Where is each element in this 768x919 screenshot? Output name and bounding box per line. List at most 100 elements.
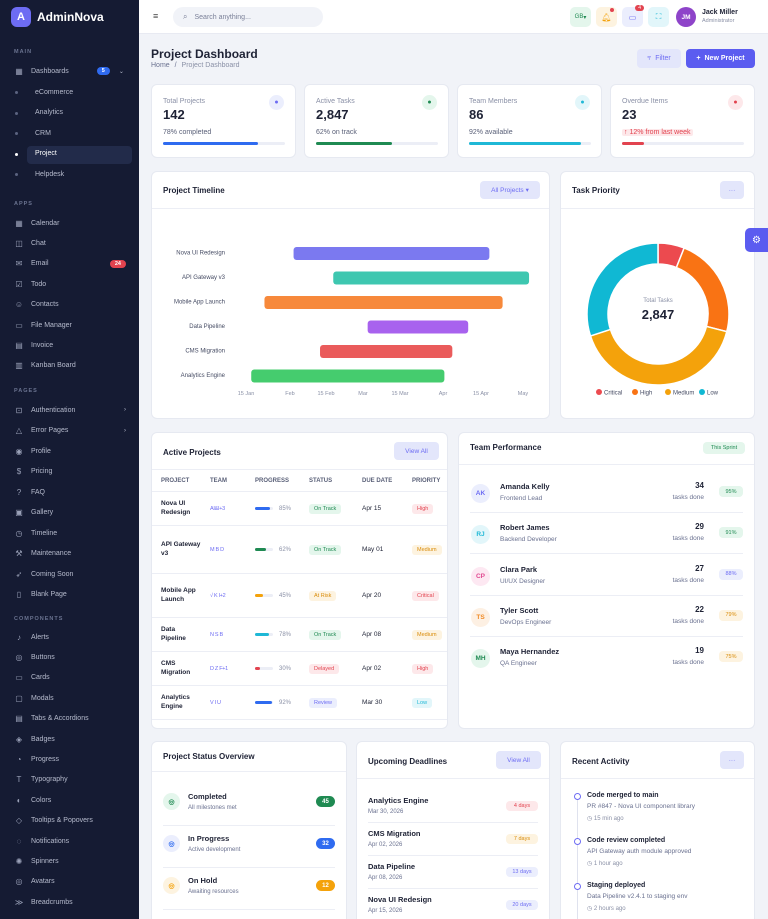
activity-item[interactable]: Staging deployed Data Pipeline v2.4.1 to… — [561, 881, 754, 919]
table-row[interactable]: Nova UI Redesign AI&I+3 85% On Track Apr… — [152, 491, 447, 526]
menu-toggle-icon[interactable]: ≡ — [153, 11, 159, 21]
sidebar-item-maintenance[interactable]: ⚒ Maintenance — [14, 547, 126, 561]
sidebar-item-kanban-board[interactable]: ▥ Kanban Board — [14, 359, 126, 373]
sidebar-subitem-helpdesk[interactable]: Helpdesk — [35, 167, 64, 181]
sidebar-item-pricing[interactable]: $ Pricing — [14, 465, 126, 479]
table-row[interactable]: Data Pipeline N S B 78% On Track Apr 08 … — [152, 617, 447, 652]
status-row[interactable]: ◎ Completed All milestones met 45 — [152, 784, 346, 826]
sidebar-item-gallery[interactable]: ▣ Gallery — [14, 506, 126, 520]
deadline-row[interactable]: Nova UI Redesign Apr 15, 2026 20 days — [357, 889, 549, 919]
team-member-row[interactable]: AK Amanda Kelly Frontend Lead 34 tasks d… — [459, 472, 754, 513]
user-name[interactable]: Jack Miller — [702, 9, 738, 16]
sidebar-item-badges[interactable]: ◈ Badges — [14, 732, 126, 746]
sidebar-item-error-pages[interactable]: △ Error Pages › — [14, 424, 126, 438]
project-name[interactable]: Nova UI Redesign — [152, 491, 201, 526]
sidebar-item-timeline[interactable]: ◷ Timeline — [14, 526, 126, 540]
sidebar-item-coming-soon[interactable]: ➶ Coming Soon — [14, 567, 126, 581]
messages-button[interactable]: ▭ 4 — [622, 5, 644, 27]
sidebar-item-calendar[interactable]: ▦ Calendar — [14, 216, 126, 230]
sidebar-item-file-manager[interactable]: ▭ File Manager — [14, 318, 126, 332]
search-input[interactable]: ⌕ Search anything... — [173, 7, 323, 27]
gantt-bar[interactable] — [251, 369, 445, 383]
donut-slice-medium[interactable] — [589, 325, 728, 386]
sidebar-subitem-analytics[interactable]: Analytics — [35, 106, 63, 120]
sidebar-subitem-crm[interactable]: CRM — [35, 126, 51, 140]
sidebar-item-avatars[interactable]: ◎ Avatars — [14, 875, 126, 889]
gantt-bar[interactable] — [367, 320, 469, 334]
sidebar-item-chat[interactable]: ◫ Chat — [14, 236, 126, 250]
sidebar-item-blank-page[interactable]: ▯ Blank Page — [14, 588, 126, 602]
sidebar-item-contacts[interactable]: ☺ Contacts — [14, 298, 126, 312]
search-icon: ⌕ — [183, 12, 188, 21]
more-options-button[interactable]: ··· — [720, 751, 744, 769]
sidebar-item-modals[interactable]: ▢ Modals — [14, 691, 126, 705]
sidebar-item-profile[interactable]: ◉ Profile — [14, 444, 126, 458]
team-member-row[interactable]: CP Clara Park UI/UX Designer 27 tasks do… — [459, 555, 754, 596]
project-name[interactable]: Analytics Engine — [152, 685, 201, 720]
gantt-bar[interactable] — [293, 247, 490, 260]
fullscreen-button[interactable]: ⛶ — [648, 7, 669, 27]
sidebar-item-email[interactable]: ✉ Email 24 — [14, 257, 126, 271]
deadline-row[interactable]: CMS Migration Apr 02, 2026 7 days — [357, 823, 549, 856]
deadline-row[interactable]: Analytics Engine Mar 30, 2026 4 days — [357, 790, 549, 823]
member-name: Robert James — [500, 523, 550, 533]
sidebar-item-invoice[interactable]: ▤ Invoice — [14, 338, 126, 352]
dashboards-count-badge: 5 — [96, 67, 110, 75]
filter-button[interactable]: ⫧ Filter — [637, 49, 681, 68]
sidebar-item-notifications[interactable]: ◌ Notifications — [14, 834, 126, 848]
view-all-projects-button[interactable]: View All — [394, 442, 439, 460]
activity-item[interactable]: Code merged to main PR #847 - Nova UI co… — [561, 791, 754, 836]
settings-gear-icon[interactable]: ⚙︎ — [745, 228, 768, 252]
active-projects-card: Active Projects View All PROJECT TEAM PROG… — [151, 432, 448, 729]
gantt-bar[interactable] — [320, 345, 453, 358]
table-row[interactable]: Mobile App Launch √ K I+2 45% At Risk Ap… — [152, 573, 447, 618]
sidebar-item-progress[interactable]: ◔ Progress — [14, 752, 126, 766]
donut-slice-high[interactable] — [675, 247, 730, 333]
table-row[interactable]: Analytics Engine V I U 92% Review Mar 30… — [152, 685, 447, 720]
sidebar-item-dashboards[interactable]: ▦ Dashboards 5 ⌄ — [14, 64, 124, 78]
page-icon: ▯ — [16, 590, 22, 599]
sidebar-item-buttons[interactable]: ◎ Buttons — [14, 650, 126, 664]
deadline-row[interactable]: Data Pipeline Apr 08, 2026 13 days — [357, 856, 549, 889]
project-name[interactable]: Data Pipeline — [152, 617, 201, 652]
sidebar-item-authentication[interactable]: ⊡ Authentication › — [14, 403, 126, 417]
more-options-button[interactable]: ··· — [720, 181, 744, 199]
project-name[interactable]: CMS Migration — [152, 651, 201, 686]
user-avatar[interactable]: JM — [676, 7, 696, 27]
brand[interactable]: A AdminNova — [0, 0, 139, 34]
status-row[interactable]: ◎ On Hold Awaiting resources 12 — [152, 868, 346, 910]
projects-filter-dropdown[interactable]: All Projects ▾ — [480, 181, 540, 199]
sidebar-item-tabs-accordions[interactable]: ▤ Tabs & Accordions — [14, 712, 126, 726]
donut-slice-low[interactable] — [586, 242, 659, 337]
sidebar-item-cards[interactable]: ▭ Cards — [14, 671, 126, 685]
status-row[interactable]: ◎ In Progress Active development 32 — [152, 826, 346, 868]
team-member-row[interactable]: RJ Robert James Backend Developer 29 tas… — [459, 513, 754, 555]
stat-progress-bar — [469, 142, 591, 145]
sidebar-item-breadcrumbs[interactable]: ≫ Breadcrumbs — [14, 895, 126, 909]
sidebar-subitem-project[interactable]: Project — [35, 147, 57, 161]
project-name[interactable]: API Gateway v3 — [152, 525, 201, 574]
table-row[interactable]: API Gateway v3 M B D 62% On Track May 01… — [152, 525, 447, 574]
notifications-button[interactable]: 🔔︎ — [596, 7, 617, 27]
view-all-deadlines-button[interactable]: View All — [496, 751, 541, 769]
table-row[interactable]: CMS Migration D Z F+1 30% Delayed Apr 02… — [152, 651, 447, 686]
team-member-row[interactable]: TS Tyler Scott DevOps Engineer 22 tasks … — [459, 596, 754, 637]
sidebar-item-typography[interactable]: T Typography — [14, 773, 126, 787]
stat-progress-bar — [622, 142, 744, 145]
team-member-row[interactable]: MH Maya Hernandez QA Engineer 19 tasks d… — [459, 637, 754, 678]
gantt-bar[interactable] — [264, 296, 503, 309]
sidebar-subitem-ecommerce[interactable]: eCommerce — [35, 85, 73, 99]
sidebar-item-alerts[interactable]: ♪ Alerts — [14, 630, 126, 644]
new-project-button[interactable]: + New Project — [686, 49, 755, 68]
sidebar-item-tooltips-popovers[interactable]: ◇ Tooltips & Popovers — [14, 814, 126, 828]
deadline-project: Nova UI Redesign — [368, 895, 432, 904]
sidebar-item-todo[interactable]: ☑ Todo — [14, 277, 126, 291]
sidebar-item-spinners[interactable]: ✺ Spinners — [14, 854, 126, 868]
gantt-bar[interactable] — [333, 271, 530, 285]
project-name[interactable]: Mobile App Launch — [152, 573, 201, 618]
breadcrumb-home[interactable]: Home — [151, 62, 170, 69]
sidebar-item-colors[interactable]: ◐ Colors — [14, 793, 126, 807]
language-button[interactable]: GB ▾ — [570, 7, 591, 27]
activity-item[interactable]: Code review completed API Gateway auth m… — [561, 836, 754, 881]
sidebar-item-faq[interactable]: ? FAQ — [14, 485, 126, 499]
